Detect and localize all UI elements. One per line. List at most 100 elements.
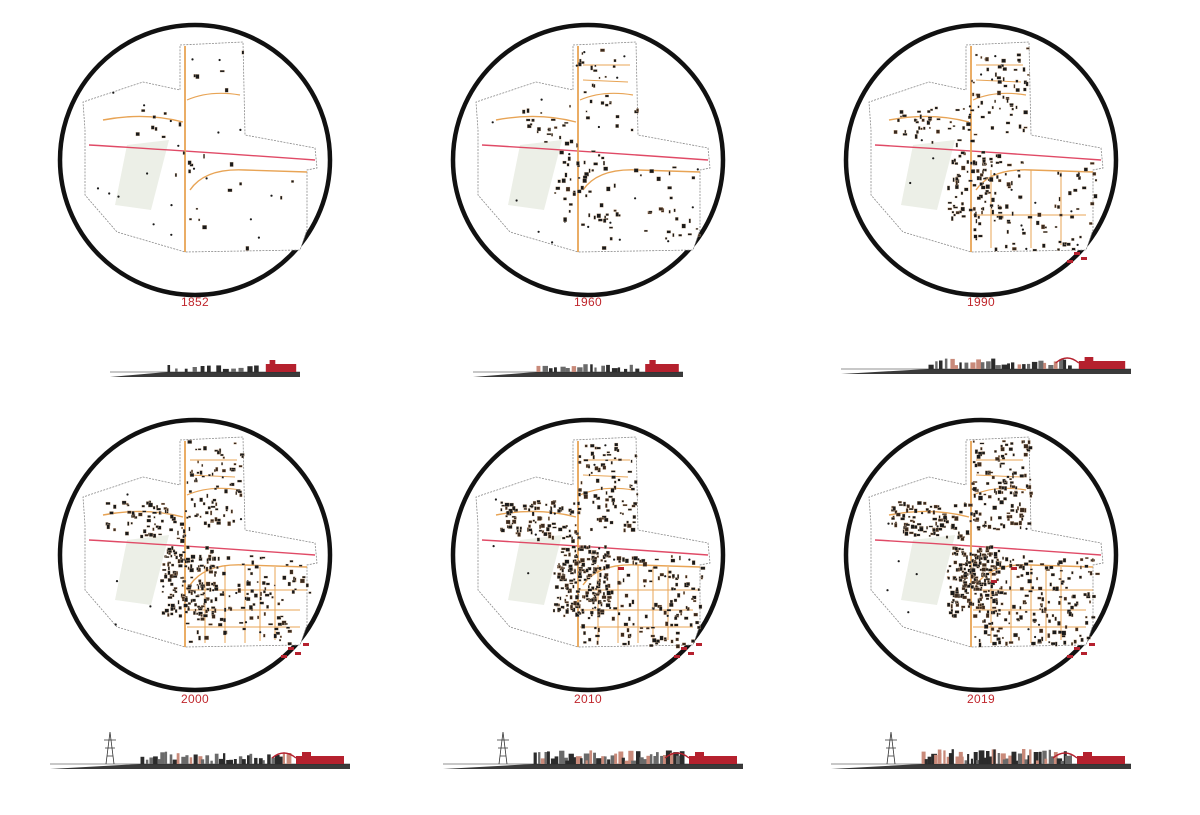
building-footprint — [1050, 642, 1056, 646]
building-footprint — [938, 515, 941, 519]
building-footprint — [198, 554, 202, 559]
building-footprint — [611, 616, 616, 621]
section-building — [976, 760, 982, 764]
building-footprint — [937, 507, 942, 511]
farm-building — [980, 73, 983, 76]
building-footprint — [957, 174, 962, 178]
building-footprint — [900, 115, 902, 118]
building-footprint — [196, 471, 200, 474]
building-footprint — [1058, 560, 1063, 565]
building-footprint — [158, 511, 161, 515]
farm-building — [609, 606, 612, 609]
section-building — [954, 365, 958, 369]
building-footprint — [995, 591, 997, 595]
building-footprint — [961, 202, 964, 206]
building-footprint — [598, 566, 602, 571]
building-footprint — [632, 622, 635, 626]
building-footprint — [631, 599, 635, 605]
building-footprint — [922, 530, 928, 533]
building-footprint — [178, 564, 183, 568]
factory-roof — [649, 360, 656, 364]
section-building — [254, 757, 258, 764]
building-footprint — [182, 529, 186, 534]
landmark-building — [1067, 260, 1073, 263]
building-footprint — [986, 67, 990, 72]
building-footprint — [1042, 243, 1046, 248]
building-footprint — [556, 575, 561, 579]
building-footprint — [181, 596, 186, 600]
landmark-building — [1067, 655, 1073, 658]
building-footprint — [627, 523, 632, 528]
section-building — [928, 364, 934, 369]
section-building — [676, 755, 682, 764]
building-footprint — [1002, 524, 1006, 529]
building-footprint — [991, 606, 997, 609]
section-building — [571, 366, 577, 372]
building-footprint — [693, 612, 698, 617]
building-footprint — [248, 605, 253, 610]
section-building — [153, 756, 158, 764]
building-footprint — [957, 593, 960, 599]
settlement-map — [450, 22, 726, 298]
building-footprint — [623, 523, 627, 527]
section-building — [982, 757, 989, 764]
building-footprint — [967, 503, 973, 507]
building-footprint — [149, 532, 154, 537]
building-footprint — [963, 577, 968, 580]
building-footprint — [982, 206, 985, 211]
section-building — [991, 358, 996, 369]
building-footprint — [1039, 628, 1044, 634]
building-footprint — [568, 209, 571, 213]
building-footprint — [1061, 580, 1065, 583]
building-footprint — [959, 510, 963, 514]
building-footprint — [1015, 563, 1020, 567]
building-footprint — [975, 517, 980, 521]
map-panel-1852: 1852 — [45, 20, 345, 420]
building-footprint — [190, 554, 196, 559]
building-footprint — [106, 524, 110, 530]
building-footprint — [604, 573, 609, 577]
building-footprint — [963, 573, 968, 578]
building-footprint — [211, 556, 214, 561]
farm-building — [1025, 527, 1028, 530]
building-footprint — [985, 572, 990, 576]
building-footprint — [1087, 592, 1090, 597]
building-footprint — [1015, 88, 1020, 93]
building-footprint — [609, 102, 612, 105]
building-footprint — [546, 133, 552, 136]
building-footprint — [916, 130, 919, 134]
section-building — [565, 368, 570, 372]
section-building — [665, 750, 672, 764]
building-footprint — [609, 520, 614, 525]
building-footprint — [246, 592, 249, 596]
farm-building — [634, 197, 637, 200]
building-footprint — [281, 620, 287, 626]
building-footprint — [957, 139, 962, 142]
building-footprint — [591, 586, 595, 590]
building-footprint — [210, 519, 215, 522]
building-footprint — [551, 535, 555, 540]
building-footprint — [597, 627, 601, 633]
building-footprint — [697, 588, 700, 592]
building-footprint — [995, 161, 1000, 165]
building-footprint — [650, 634, 656, 638]
building-footprint — [987, 568, 993, 572]
building-footprint — [946, 569, 950, 573]
building-footprint — [574, 524, 577, 527]
building-footprint — [1011, 485, 1016, 489]
building-footprint — [203, 602, 206, 605]
building-footprint — [1016, 169, 1021, 172]
building-footprint — [982, 177, 987, 180]
building-footprint — [532, 500, 537, 505]
building-footprint — [1000, 585, 1003, 590]
building-footprint — [991, 572, 996, 576]
building-footprint — [1079, 565, 1082, 570]
section-building — [611, 368, 618, 372]
building-footprint — [198, 579, 202, 583]
building-footprint — [605, 503, 608, 508]
building-footprint — [196, 567, 199, 571]
building-footprint — [1025, 81, 1029, 87]
building-footprint — [250, 589, 255, 593]
building-footprint — [603, 218, 607, 223]
section-building — [959, 362, 962, 369]
